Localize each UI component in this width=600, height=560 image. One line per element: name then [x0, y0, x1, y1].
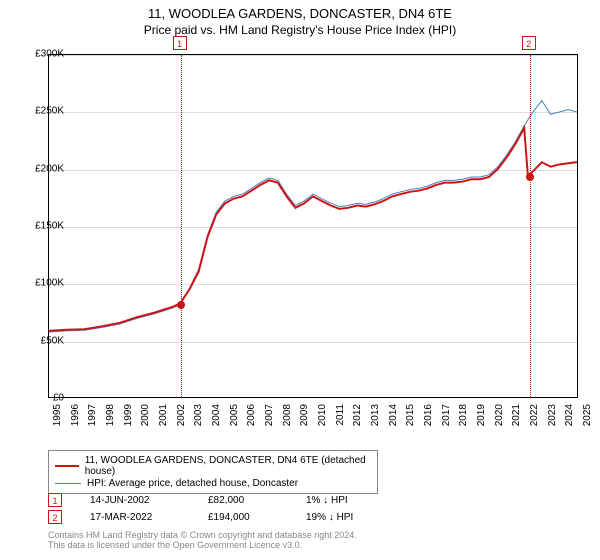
x-tick-label: 2001	[158, 404, 169, 426]
x-tick-label: 2006	[246, 404, 257, 426]
y-tick-label: £300K	[24, 49, 64, 60]
footer-note: Contains HM Land Registry data © Crown c…	[48, 530, 548, 550]
event-badge: 1	[48, 493, 62, 507]
event-dot-2	[526, 173, 534, 181]
x-tick-label: 2023	[547, 404, 558, 426]
chart-plot-area	[48, 54, 578, 398]
y-tick-label: £250K	[24, 106, 64, 117]
legend-row: 11, WOODLEA GARDENS, DONCASTER, DN4 6TE …	[55, 455, 371, 477]
x-tick-label: 2005	[229, 404, 240, 426]
x-tick-label: 2002	[176, 404, 187, 426]
x-tick-label: 2011	[335, 404, 346, 426]
event-dot-1	[177, 301, 185, 309]
x-tick-label: 1997	[87, 404, 98, 426]
footer-line-2: This data is licensed under the Open Gov…	[48, 540, 548, 550]
chart-container: 11, WOODLEA GARDENS, DONCASTER, DN4 6TE …	[0, 0, 600, 560]
footer-line-1: Contains HM Land Registry data © Crown c…	[48, 530, 548, 540]
x-tick-label: 2012	[352, 404, 363, 426]
event-date: 17-MAR-2022	[90, 512, 180, 523]
y-tick-label: £50K	[24, 335, 64, 346]
legend-swatch	[55, 465, 79, 467]
event-marker-1: 1	[173, 36, 187, 50]
x-tick-label: 1998	[105, 404, 116, 426]
legend: 11, WOODLEA GARDENS, DONCASTER, DN4 6TE …	[48, 450, 378, 494]
x-tick-label: 2014	[388, 404, 399, 426]
event-line-1	[181, 55, 182, 397]
event-hpi-delta: 19% ↓ HPI	[306, 512, 353, 523]
y-tick-label: £150K	[24, 221, 64, 232]
event-marker-2: 2	[522, 36, 536, 50]
event-badge: 2	[48, 510, 62, 524]
event-line-2	[530, 55, 531, 397]
x-tick-label: 1996	[70, 404, 81, 426]
x-tick-label: 2003	[193, 404, 204, 426]
x-tick-label: 2022	[529, 404, 540, 426]
x-tick-label: 2015	[405, 404, 416, 426]
x-tick-label: 2000	[140, 404, 151, 426]
x-tick-label: 2021	[511, 404, 522, 426]
title-block: 11, WOODLEA GARDENS, DONCASTER, DN4 6TE …	[0, 0, 600, 37]
legend-label: 11, WOODLEA GARDENS, DONCASTER, DN4 6TE …	[85, 455, 371, 477]
x-tick-label: 2008	[282, 404, 293, 426]
x-tick-label: 1995	[52, 404, 63, 426]
chart-subtitle: Price paid vs. HM Land Registry's House …	[0, 23, 600, 37]
legend-swatch	[55, 483, 81, 484]
series-hpi	[49, 101, 577, 332]
event-hpi-delta: 1% ↓ HPI	[306, 495, 348, 506]
legend-row: HPI: Average price, detached house, Donc…	[55, 478, 371, 489]
x-tick-label: 2004	[211, 404, 222, 426]
x-tick-label: 2013	[370, 404, 381, 426]
events-table: 1 14-JUN-2002 £82,000 1% ↓ HPI 2 17-MAR-2022 £…	[48, 490, 548, 527]
series-property	[49, 128, 577, 331]
x-tick-label: 2018	[458, 404, 469, 426]
event-table-row: 1 14-JUN-2002 £82,000 1% ↓ HPI	[48, 493, 548, 507]
x-tick-label: 2025	[582, 404, 593, 426]
y-tick-label: £0	[24, 393, 64, 404]
event-date: 14-JUN-2002	[90, 495, 180, 506]
x-tick-label: 2024	[564, 404, 575, 426]
x-tick-label: 2010	[317, 404, 328, 426]
y-tick-label: £100K	[24, 278, 64, 289]
x-tick-label: 2020	[494, 404, 505, 426]
event-table-row: 2 17-MAR-2022 £194,000 19% ↓ HPI	[48, 510, 548, 524]
x-tick-label: 2017	[441, 404, 452, 426]
y-tick-label: £200K	[24, 163, 64, 174]
event-price: £82,000	[208, 495, 278, 506]
chart-title: 11, WOODLEA GARDENS, DONCASTER, DN4 6TE	[0, 6, 600, 21]
event-price: £194,000	[208, 512, 278, 523]
x-tick-label: 2009	[299, 404, 310, 426]
x-tick-label: 2007	[264, 404, 275, 426]
x-tick-label: 2019	[476, 404, 487, 426]
x-tick-label: 1999	[123, 404, 134, 426]
legend-label: HPI: Average price, detached house, Donc…	[87, 478, 298, 489]
x-tick-label: 2016	[423, 404, 434, 426]
